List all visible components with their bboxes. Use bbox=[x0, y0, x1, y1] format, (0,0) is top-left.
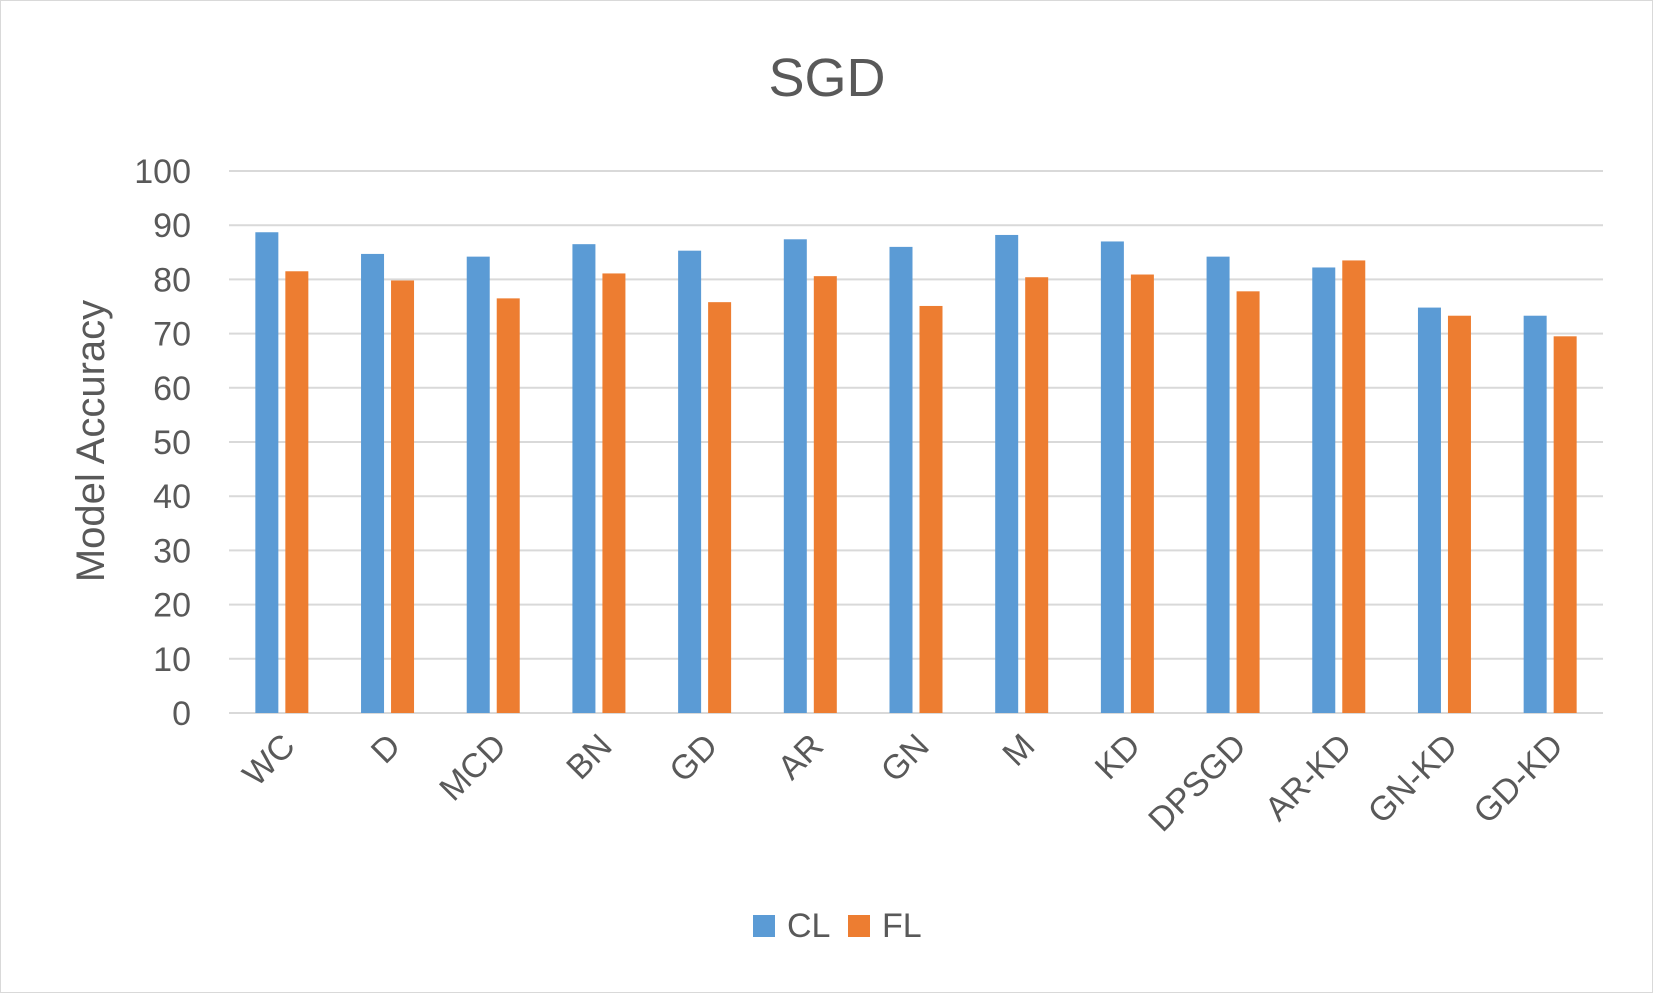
bars bbox=[255, 232, 1577, 714]
x-tick-label: KD bbox=[1088, 727, 1148, 787]
bar-cl-kd bbox=[1100, 241, 1124, 713]
y-tick-label: 10 bbox=[153, 641, 191, 679]
legend-swatch-cl bbox=[753, 915, 775, 937]
x-tick-label: M bbox=[995, 727, 1042, 774]
y-tick-label: 90 bbox=[153, 207, 191, 245]
gridlines bbox=[229, 170, 1603, 714]
y-tick-label: 0 bbox=[172, 695, 191, 733]
x-tick-label: WC bbox=[236, 727, 303, 794]
bar-fl-m bbox=[1025, 277, 1049, 713]
y-tick-label: 50 bbox=[153, 424, 191, 462]
bar-cl-ar bbox=[783, 239, 807, 714]
x-tick-label: AR bbox=[771, 727, 831, 787]
bar-cl-wc bbox=[255, 232, 279, 713]
bar-fl-gd bbox=[708, 302, 732, 713]
y-tick-label: 20 bbox=[153, 587, 191, 625]
bar-cl-bn bbox=[572, 244, 596, 714]
x-tick-label: GD-KD bbox=[1466, 727, 1570, 831]
bar-fl-gn bbox=[919, 305, 943, 713]
bar-cl-gn bbox=[889, 246, 913, 713]
bar-fl-mcd bbox=[496, 298, 520, 713]
bar-cl-m bbox=[995, 234, 1019, 713]
legend: CL FL bbox=[753, 907, 922, 945]
bar-cl-gd-kd bbox=[1523, 315, 1547, 713]
x-tick-label: DPSGD bbox=[1141, 727, 1253, 839]
bar-fl-ar bbox=[813, 276, 837, 713]
bar-fl-gd-kd bbox=[1553, 336, 1577, 713]
bar-cl-gn-kd bbox=[1417, 307, 1441, 713]
y-axis-title: Model Accuracy bbox=[69, 300, 113, 582]
bar-fl-dpsgd bbox=[1236, 291, 1260, 713]
y-tick-label: 70 bbox=[153, 316, 191, 354]
legend-label-fl: FL bbox=[882, 907, 922, 945]
x-tick-label: MCD bbox=[432, 727, 514, 809]
x-tick-label: GN-KD bbox=[1361, 727, 1465, 831]
bar-cl-mcd bbox=[466, 256, 490, 713]
chart-title: SGD bbox=[768, 48, 885, 108]
legend-label-cl: CL bbox=[787, 907, 830, 945]
bar-cl-gd bbox=[678, 250, 702, 713]
y-tick-label: 60 bbox=[153, 370, 191, 408]
x-tick-label: GD bbox=[662, 727, 725, 790]
x-tick-label: BN bbox=[559, 727, 619, 787]
bar-cl-ar-kd bbox=[1312, 267, 1336, 713]
bar-fl-gn-kd bbox=[1447, 315, 1471, 713]
bar-cl-dpsgd bbox=[1206, 256, 1230, 713]
y-tick-label: 30 bbox=[153, 532, 191, 570]
y-axis-ticks: 0 10 20 30 40 50 60 70 80 90 100 bbox=[134, 153, 191, 733]
bar-fl-kd bbox=[1130, 274, 1154, 713]
bar-cl-d bbox=[361, 253, 385, 713]
x-tick-label: GN bbox=[874, 727, 937, 790]
bar-fl-wc bbox=[285, 271, 309, 713]
bar-fl-bn bbox=[602, 273, 626, 713]
bar-fl-ar-kd bbox=[1342, 260, 1366, 713]
y-tick-label: 80 bbox=[153, 261, 191, 299]
x-tick-label: AR-KD bbox=[1258, 727, 1360, 829]
y-tick-label: 40 bbox=[153, 478, 191, 516]
legend-swatch-fl bbox=[848, 915, 870, 937]
x-tick-label: D bbox=[364, 727, 408, 771]
bar-fl-d bbox=[391, 280, 415, 713]
y-tick-label: 100 bbox=[134, 153, 191, 191]
